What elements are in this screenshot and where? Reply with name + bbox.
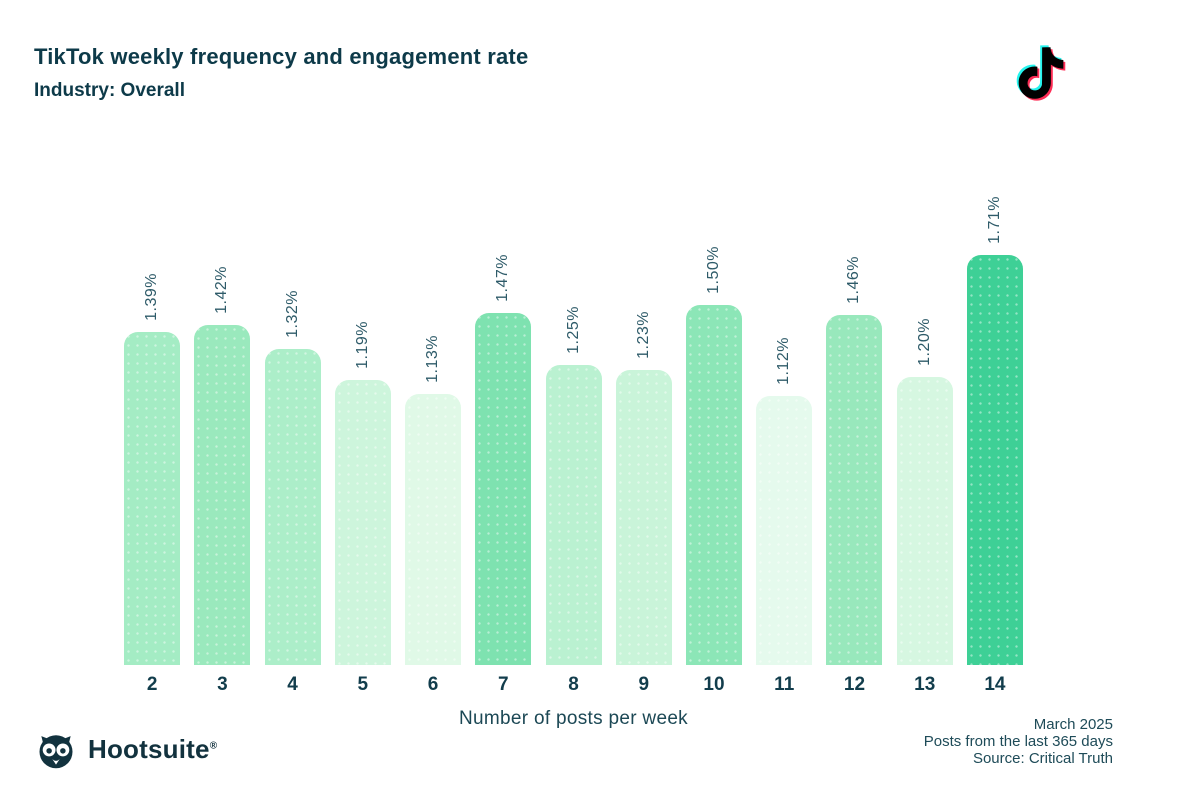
bar (405, 394, 462, 665)
bar (615, 370, 672, 665)
bar-value-label: 1.20% (915, 318, 933, 366)
x-tick-label: 11 (774, 674, 795, 695)
bar-value-label: 1.46% (845, 256, 863, 304)
bar (334, 380, 391, 665)
bar (194, 325, 251, 665)
tiktok-logo-icon (1000, 32, 1082, 114)
bar (896, 377, 953, 665)
bar-value-label: 1.47% (494, 254, 512, 302)
bar-value-label: 1.42% (213, 266, 231, 314)
x-tick-label: 7 (498, 674, 509, 695)
bar (685, 305, 742, 665)
meta-source: Source: Critical Truth (972, 750, 1113, 767)
registered-mark: ® (209, 739, 218, 751)
bar (545, 365, 602, 665)
bar (756, 396, 813, 665)
x-tick-label: 8 (568, 674, 579, 695)
x-axis-label: Number of posts per week (459, 708, 688, 729)
bar-column: 1.20% (890, 150, 960, 665)
bar-column: 1.71% (960, 150, 1030, 665)
source-meta: March 2025 Posts from the last 365 days … (924, 716, 1113, 767)
bar-column: 1.25% (538, 150, 608, 665)
bar-value-label: 1.13% (424, 335, 442, 383)
x-tick-label: 4 (287, 674, 298, 695)
bar-column: 1.42% (187, 150, 257, 665)
bar-column: 1.39% (117, 150, 187, 665)
bar-column: 1.19% (328, 150, 398, 665)
bar-column: 1.47% (468, 150, 538, 665)
x-tick-label: 9 (638, 674, 650, 695)
bar-value-label: 1.12% (775, 337, 793, 385)
bar-column: 1.46% (819, 150, 889, 665)
hootsuite-brand-text: Hootsuite (88, 733, 210, 764)
bar (264, 349, 321, 665)
bar-value-label: 1.39% (143, 273, 161, 321)
meta-range: Posts from the last 365 days (923, 733, 1113, 750)
plot-area: 1.39% 1.42% 1.32% 1.19% 1.13% 1.47% 1.25… (117, 150, 1030, 665)
x-tick-label: 10 (703, 674, 725, 695)
bar (475, 313, 532, 665)
x-tick-label: 12 (843, 674, 866, 695)
x-tick-label: 2 (146, 674, 158, 695)
x-axis-ticks: 2 3 4 5 6 7 8 9 10 11 12 13 14 (117, 674, 1030, 696)
bar-column: 1.23% (609, 150, 679, 665)
x-tick-label: 14 (984, 674, 1006, 695)
bar-column: 1.12% (749, 150, 819, 665)
x-tick-label: 13 (914, 674, 936, 695)
bar-column: 1.50% (679, 150, 749, 665)
bar (124, 332, 181, 665)
x-tick-label: 3 (217, 674, 228, 695)
bar-value-label: 1.25% (564, 306, 582, 354)
tiktok-note-icon (1016, 45, 1066, 101)
bar-value-label: 1.32% (283, 290, 301, 338)
chart-header: TikTok weekly frequency and engagement r… (34, 44, 528, 102)
bar-value-label: 1.71% (985, 196, 1003, 244)
bar-value-label: 1.50% (704, 246, 722, 294)
chart-subtitle: Industry: Overall (34, 80, 185, 101)
x-tick-label: 5 (357, 674, 369, 695)
hootsuite-logo: Hootsuite® (34, 727, 217, 771)
bar (966, 255, 1023, 665)
hootsuite-wordmark: Hootsuite® (88, 734, 217, 765)
meta-date: March 2025 (1033, 716, 1113, 733)
bar-value-label: 1.19% (353, 321, 371, 369)
chart-title: TikTok weekly frequency and engagement r… (34, 44, 529, 69)
bar-value-label: 1.23% (634, 311, 652, 359)
bar-column: 1.32% (257, 150, 327, 665)
bar-chart: 1.39% 1.42% 1.32% 1.19% 1.13% 1.47% 1.25… (117, 150, 1030, 730)
bar (826, 315, 883, 665)
hootsuite-owl-icon (39, 735, 73, 769)
bar-column: 1.13% (398, 150, 468, 665)
x-tick-label: 6 (427, 674, 439, 695)
